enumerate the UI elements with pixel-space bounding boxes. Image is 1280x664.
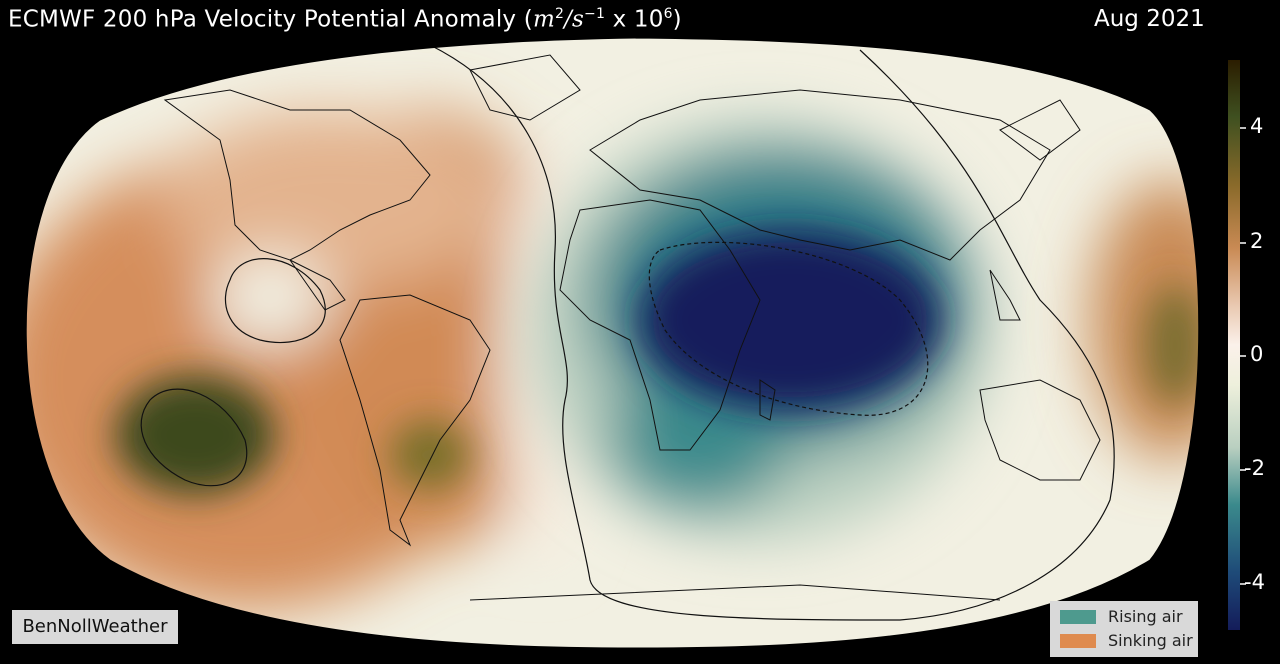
legend-label-sinking: Sinking air [1108, 631, 1193, 650]
colorbar-tick-neg2: -2 [1244, 456, 1265, 480]
legend-label-rising: Rising air [1108, 607, 1183, 626]
zero-contours [140, 44, 1115, 621]
globe-outline [25, 37, 1200, 649]
legend-swatch-rising [1060, 609, 1096, 624]
credit-badge: BenNollWeather [12, 610, 178, 644]
colorbar-tick-2: 2 [1250, 229, 1264, 253]
colorbar-ticks [1240, 127, 1246, 585]
colorbar-tick-4: 4 [1250, 114, 1264, 138]
legend-item-rising: Rising air [1060, 607, 1183, 626]
map-date: Aug 2021 [1094, 6, 1205, 32]
colorbar-tick-neg4: -4 [1244, 570, 1265, 594]
colorbar [1228, 60, 1240, 630]
map-title: ECMWF 200 hPa Velocity Potential Anomaly… [8, 6, 682, 33]
coastlines [163, 54, 1101, 601]
legend-swatch-sinking [1060, 633, 1096, 648]
map-legend: Rising air Sinking air [1050, 601, 1198, 657]
legend-item-sinking: Sinking air [1060, 631, 1193, 650]
colorbar-tick-0: 0 [1250, 342, 1264, 366]
